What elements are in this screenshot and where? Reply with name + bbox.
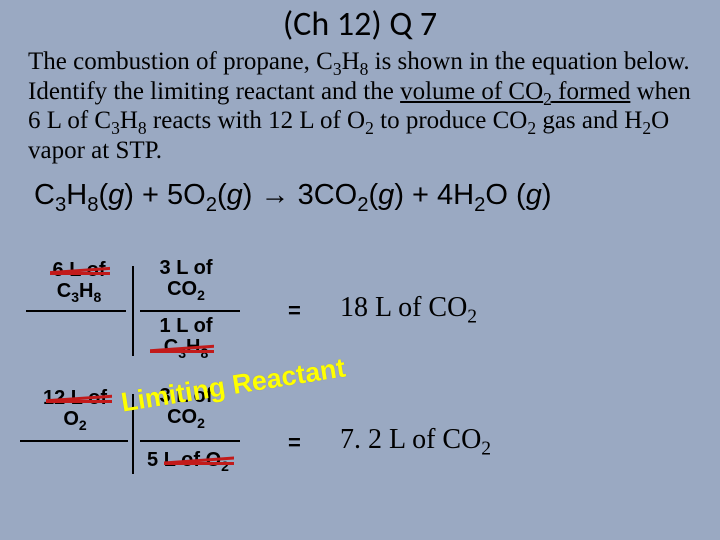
eq-g3: g	[378, 179, 394, 211]
calc2-conv-hline	[140, 440, 240, 442]
c1-b-l1: 1 L of	[160, 315, 213, 337]
c1-g-l2a: C	[57, 280, 71, 302]
calc1-equals: =	[288, 298, 301, 324]
calc1-conv-hline	[140, 310, 240, 312]
c1-res-a: 18 L of CO	[340, 292, 467, 323]
eq-g1: g	[108, 179, 124, 211]
p-f4s: 8	[138, 118, 147, 138]
c1-g-s2: 8	[93, 289, 101, 305]
eq-os1: 2	[206, 194, 217, 216]
calc1-given-hline	[26, 310, 126, 312]
p-u1s: 2	[543, 89, 552, 109]
calc1-result: 18 L of CO2	[340, 292, 477, 324]
calc1-conv-top: 3 L of CO2	[146, 258, 226, 300]
p-t5: H	[120, 107, 138, 134]
eq-hs1: 2	[474, 194, 485, 216]
p-f6s: 2	[527, 118, 536, 138]
c2-g-s1: 2	[79, 417, 87, 433]
eq-as1: 3	[55, 194, 66, 216]
eq-a: C	[34, 179, 55, 211]
p-t6: reacts with 12 L of O	[147, 107, 365, 134]
p-f1s: 3	[333, 59, 342, 79]
problem-text: The combustion of propane, C3H8 is shown…	[0, 45, 720, 165]
c1-res-s: 2	[467, 307, 477, 328]
c2-res-a: 7. 2 L of CO	[340, 424, 481, 455]
eq-arrow: → 3CO	[252, 179, 357, 211]
eq-plus1: + 5O	[134, 179, 206, 211]
calc2-given-hline	[20, 440, 128, 442]
calc2-result: 7. 2 L of CO2	[340, 424, 491, 456]
p-f5s: 2	[365, 118, 374, 138]
p-f3s: 3	[111, 118, 120, 138]
limiting-reactant-label: Limiting Reactant	[119, 352, 348, 418]
c1-t-l1: 3 L of	[160, 257, 213, 279]
eq-g4: g	[526, 179, 542, 211]
calc1-vline	[132, 266, 134, 356]
p-t7: to produce CO	[374, 107, 527, 134]
c2-res-s: 2	[481, 439, 491, 460]
c1-t-s1: 2	[197, 287, 205, 303]
eq-bs1: 8	[87, 194, 98, 216]
p-u1: volume of CO	[400, 78, 543, 105]
slide-title: (Ch 12) Q 7	[0, 0, 720, 45]
p-f7s: 2	[642, 118, 651, 138]
c1-t-l2a: CO	[167, 278, 197, 300]
c1-g-s1: 3	[71, 289, 79, 305]
c2-g-l2a: O	[63, 408, 79, 430]
p-t2: H	[342, 48, 360, 75]
chemical-equation: C3H8(g) + 5O2(g) → 3CO2(g) + 4H2O (g)	[0, 165, 720, 212]
calc2-equals: =	[288, 430, 301, 456]
p-t1: The combustion of propane, C	[28, 48, 333, 75]
eq-o: O	[485, 179, 516, 211]
eq-plus2: + 4H	[404, 179, 474, 211]
c1-g-l2b: H	[79, 280, 93, 302]
eq-cs1: 2	[357, 194, 368, 216]
p-u2: formed	[552, 78, 630, 105]
eq-g2: g	[227, 179, 243, 211]
c2-t-s1: 2	[197, 415, 205, 431]
eq-b: H	[66, 179, 87, 211]
c2-b-s1: 2	[221, 458, 229, 474]
p-t8: gas and H	[536, 107, 642, 134]
